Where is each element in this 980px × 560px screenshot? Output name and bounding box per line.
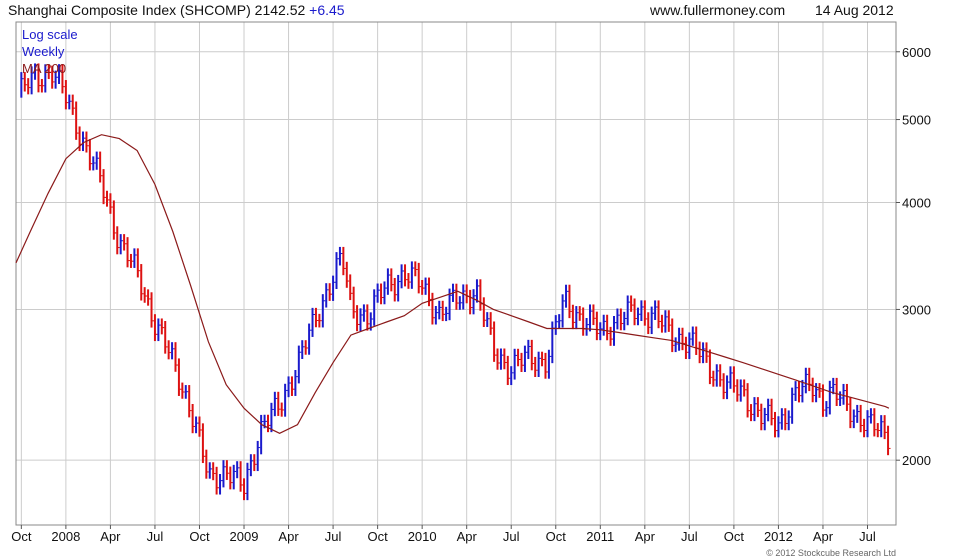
grid-lines (16, 22, 896, 525)
title-text: Shanghai Composite Index (SHCOMP) 2142.5… (8, 2, 306, 18)
x-tick-label: Jul (147, 529, 164, 544)
chart-date: 14 Aug 2012 (815, 2, 894, 18)
legend-ma: MA 200 (22, 61, 67, 76)
x-tick-label: 2011 (586, 529, 614, 544)
y-tick-label: 3000 (902, 302, 931, 317)
x-tick-label: 2010 (408, 529, 437, 544)
plot-frame (15, 21, 897, 526)
x-tick-label: Jul (859, 529, 876, 544)
x-tick-label: Oct (189, 529, 210, 544)
x-tick-label: Oct (724, 529, 745, 544)
copyright-note: © 2012 Stockcube Research Ltd (766, 548, 896, 558)
x-axis: Oct 2008 Apr Jul Oct 2009 Apr Jul Oct 2010 Apr Jul O… (11, 525, 876, 544)
x-tick-label: 2009 (230, 529, 259, 544)
legend-scale: Log scale (22, 27, 78, 42)
site-link[interactable]: www.fullermoney.com (650, 2, 786, 18)
x-tick-label: Apr (278, 529, 299, 544)
x-tick-label: Oct (546, 529, 567, 544)
y-tick-label: 2000 (902, 453, 931, 468)
x-tick-label: Jul (681, 529, 698, 544)
x-tick-label: Apr (813, 529, 834, 544)
ma-200-path (15, 134, 890, 434)
x-tick-label: Oct (11, 529, 32, 544)
y-axis: 2000 3000 4000 5000 6000 (896, 45, 931, 468)
x-tick-label: Oct (368, 529, 389, 544)
x-tick-label: Jul (325, 529, 342, 544)
y-tick-label: 6000 (902, 45, 931, 60)
x-tick-label: Apr (457, 529, 478, 544)
x-tick-label: 2008 (51, 529, 80, 544)
change-value: +6.45 (309, 2, 345, 18)
x-tick-label: Jul (503, 529, 520, 544)
x-tick-label: Apr (100, 529, 121, 544)
weekly-bars (20, 63, 891, 501)
x-tick-label: 2012 (764, 529, 793, 544)
y-tick-label: 5000 (902, 113, 931, 128)
y-tick-label: 4000 (902, 195, 931, 210)
legend-period: Weekly (22, 44, 65, 59)
chart-title: Shanghai Composite Index (SHCOMP) 2142.5… (8, 2, 345, 18)
ma-200-line (15, 134, 890, 434)
x-tick-label: Apr (635, 529, 656, 544)
